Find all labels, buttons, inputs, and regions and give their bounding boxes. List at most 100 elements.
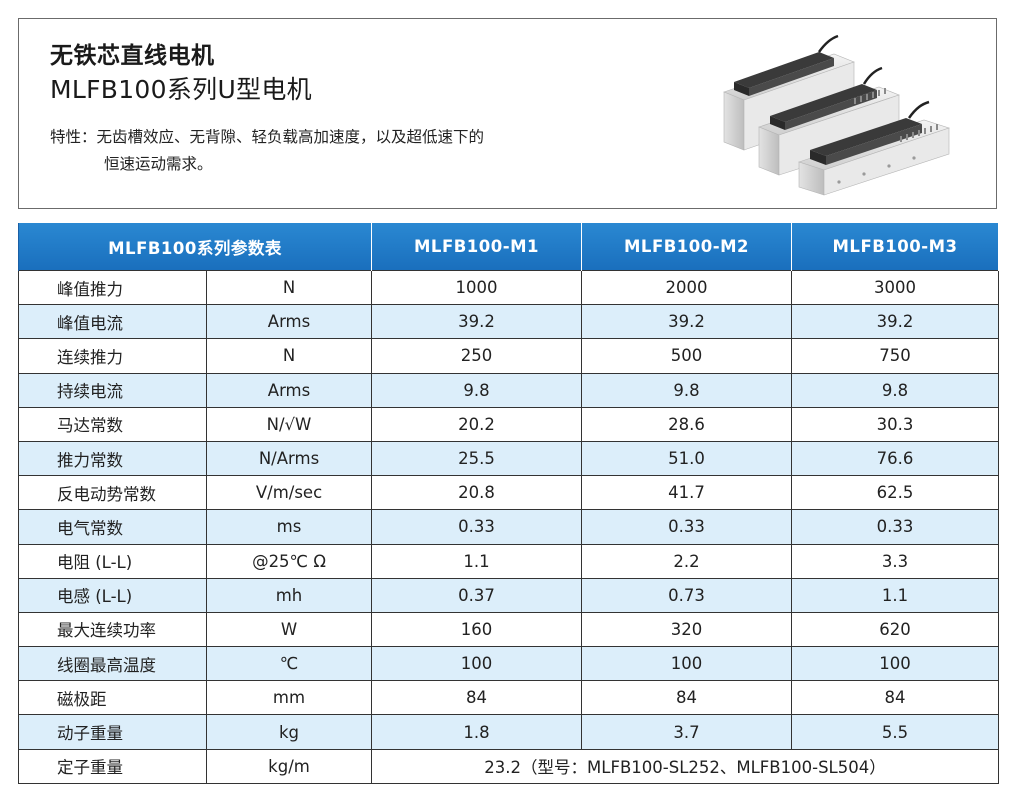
- value-m1: 0.33: [371, 509, 583, 545]
- value-m2: 51.0: [581, 440, 793, 477]
- value-m3: 84: [791, 680, 1000, 716]
- table-row: 反电动势常数 V/m/sec 20.8 41.7 62.5: [18, 475, 1000, 511]
- table-row: 最大连续功率 W 160 320 620: [18, 611, 1000, 648]
- value-m1: 160: [371, 611, 583, 648]
- value-m1: 1000: [371, 269, 583, 306]
- table-row: 定子重量 kg/m 23.2（型号：MLFB100-SL252、MLFB100-…: [18, 748, 1000, 784]
- value-m2: 39.2: [581, 304, 793, 340]
- stator-weight-value: 23.2（型号：MLFB100-SL252、MLFB100-SL504）: [371, 748, 1000, 784]
- table-header-row: MLFB100系列参数表 MLFB100-M1 MLFB100-M2 MLFB1…: [17, 223, 1000, 271]
- table-row: 电气常数 ms 0.33 0.33 0.33: [18, 509, 1000, 545]
- features-label: 特性：: [50, 128, 97, 146]
- value-m1: 20.8: [371, 475, 583, 511]
- value-m2: 28.6: [581, 406, 793, 442]
- features-line-2: 恒速运动需求。: [104, 155, 213, 173]
- value-m3: 0.33: [791, 509, 1000, 545]
- value-m1: 20.2: [371, 406, 583, 442]
- value-m3: 1.1: [791, 577, 1000, 613]
- table-row: 持续电流 Arms 9.8 9.8 9.8: [18, 372, 1000, 408]
- value-m2: 2000: [581, 269, 793, 306]
- features-text: 特性：无齿槽效应、无背隙、轻负载高加速度，以及超低速下的 恒速运动需求。: [50, 124, 610, 178]
- value-m1: 100: [371, 646, 583, 682]
- param-unit: mm: [205, 680, 373, 716]
- header-model-m1: MLFB100-M1: [371, 223, 583, 271]
- table-row: 动子重量 kg 1.8 3.7 5.5: [18, 714, 1000, 750]
- table-row: 线圈最高温度 ℃ 100 100 100: [18, 646, 1000, 682]
- product-title: 无铁芯直线电机: [50, 43, 215, 69]
- product-subtitle: MLFB100系列U型电机: [50, 75, 312, 104]
- features-line-1: 无齿槽效应、无背隙、轻负载高加速度，以及超低速下的: [96, 128, 485, 146]
- param-name: 磁极距: [18, 680, 207, 716]
- value-m2: 0.73: [581, 577, 793, 613]
- param-unit: kg/m: [205, 748, 373, 784]
- param-name: 反电动势常数: [18, 475, 207, 511]
- value-m2: 84: [581, 680, 793, 716]
- param-unit: W: [205, 611, 373, 648]
- param-unit: ℃: [205, 646, 373, 682]
- param-name: 动子重量: [18, 714, 207, 750]
- value-m1: 250: [371, 338, 583, 374]
- motor-unit-middle: [758, 66, 900, 176]
- param-name: 定子重量: [18, 748, 207, 784]
- table-row: 峰值推力 N 1000 2000 3000: [18, 269, 1000, 306]
- value-m3: 76.6: [791, 440, 1000, 477]
- param-name: 电阻 (L-L): [18, 543, 207, 579]
- param-unit: mh: [205, 577, 373, 613]
- value-m1: 1.1: [371, 543, 583, 579]
- value-m3: 39.2: [791, 304, 1000, 340]
- value-m1: 39.2: [371, 304, 583, 340]
- value-m1: 25.5: [371, 440, 583, 477]
- table-row: 连续推力 N 250 500 750: [18, 338, 1000, 374]
- param-name: 持续电流: [18, 372, 207, 408]
- value-m3: 9.8: [791, 372, 1000, 408]
- value-m3: 750: [791, 338, 1000, 374]
- param-name: 峰值电流: [18, 304, 207, 340]
- value-m1: 1.8: [371, 714, 583, 750]
- table-row: 磁极距 mm 84 84 84: [18, 680, 1000, 716]
- param-unit: N: [205, 338, 373, 374]
- value-m2: 0.33: [581, 509, 793, 545]
- value-m3: 30.3: [791, 406, 1000, 442]
- table-row: 电阻 (L-L) @25℃ Ω 1.1 2.2 3.3: [18, 543, 1000, 579]
- param-unit: V/m/sec: [205, 475, 373, 511]
- param-unit: @25℃ Ω: [205, 543, 373, 579]
- param-name: 电感 (L-L): [18, 577, 207, 613]
- param-name: 连续推力: [18, 338, 207, 374]
- param-name: 最大连续功率: [18, 611, 207, 648]
- param-name: 电气常数: [18, 509, 207, 545]
- value-m3: 3.3: [791, 543, 1000, 579]
- header-model-m2: MLFB100-M2: [581, 223, 793, 271]
- table-row: 推力常数 N/Arms 25.5 51.0 76.6: [18, 440, 1000, 477]
- param-unit: N/Arms: [205, 440, 373, 477]
- header-model-m3: MLFB100-M3: [791, 223, 1000, 271]
- value-m3: 62.5: [791, 475, 1000, 511]
- spec-table: MLFB100系列参数表 MLFB100-M1 MLFB100-M2 MLFB1…: [17, 223, 1000, 784]
- param-unit: ms: [205, 509, 373, 545]
- value-m2: 500: [581, 338, 793, 374]
- value-m2: 3.7: [581, 714, 793, 750]
- param-name: 马达常数: [18, 406, 207, 442]
- linear-motor-illustration: [723, 34, 950, 196]
- value-m2: 320: [581, 611, 793, 648]
- value-m3: 3000: [791, 269, 1000, 306]
- param-unit: N/√W: [205, 406, 373, 442]
- value-m1: 9.8: [371, 372, 583, 408]
- value-m3: 100: [791, 646, 1000, 682]
- value-m3: 620: [791, 611, 1000, 648]
- motor-unit-front: [798, 100, 950, 196]
- param-unit: Arms: [205, 372, 373, 408]
- value-m1: 0.37: [371, 577, 583, 613]
- param-unit: Arms: [205, 304, 373, 340]
- value-m2: 100: [581, 646, 793, 682]
- value-m2: 41.7: [581, 475, 793, 511]
- value-m1: 84: [371, 680, 583, 716]
- param-name: 线圈最高温度: [18, 646, 207, 682]
- header-param-table: MLFB100系列参数表: [17, 223, 373, 271]
- table-row: 电感 (L-L) mh 0.37 0.73 1.1: [18, 577, 1000, 613]
- value-m2: 9.8: [581, 372, 793, 408]
- value-m2: 2.2: [581, 543, 793, 579]
- value-m3: 5.5: [791, 714, 1000, 750]
- param-unit: kg: [205, 714, 373, 750]
- param-name: 推力常数: [18, 440, 207, 477]
- table-row: 马达常数 N/√W 20.2 28.6 30.3: [18, 406, 1000, 442]
